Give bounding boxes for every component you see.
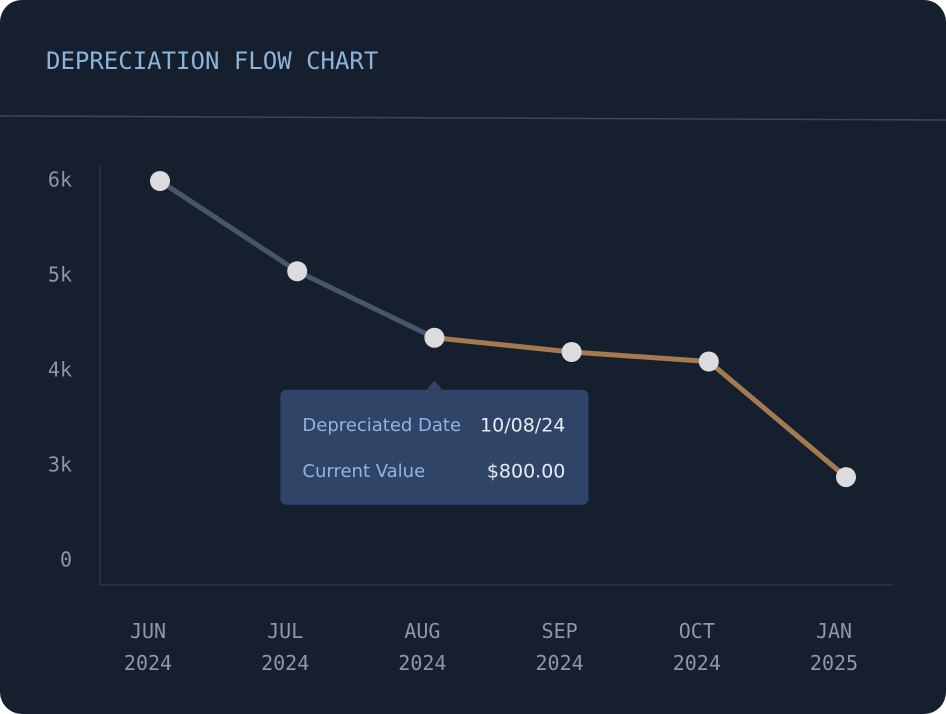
point <box>561 342 582 362</box>
tooltip-value: 10/08/24 <box>480 414 565 436</box>
x-tick-label: AUG 2024 <box>398 619 447 675</box>
tooltip-label: Current Value <box>302 461 425 482</box>
x-tick-label: JAN 2025 <box>809 619 859 675</box>
x-tick-label: JUN 2024 <box>123 619 173 675</box>
tooltip-label: Depreciated Date <box>302 415 461 436</box>
point <box>150 171 170 191</box>
y-tick-label: 0 <box>60 548 72 572</box>
line-highlight <box>434 335 848 479</box>
point <box>698 351 719 372</box>
tooltip: Depreciated Date 10/08/24 Current Value $80… <box>280 380 589 505</box>
divider <box>0 115 946 121</box>
line <box>158 178 436 340</box>
x-tick-label: OCT 2024 <box>672 619 721 675</box>
y-tick-label: 3k <box>48 453 72 477</box>
chart-title: DEPRECIATION FLOW CHART <box>46 47 378 75</box>
x-tick-label: SEP 2024 <box>535 619 584 675</box>
y-tick-label: 6k <box>48 168 72 192</box>
tooltip-arrow <box>426 380 443 390</box>
tooltip-value: $800.00 <box>487 460 566 482</box>
y-tick-label: 5k <box>48 263 72 287</box>
point <box>424 327 445 348</box>
tooltip-box <box>280 389 589 505</box>
x-tick-label: JUL 2024 <box>261 619 310 675</box>
point <box>287 261 308 282</box>
y-tick-label: 4k <box>48 358 72 382</box>
point <box>836 467 856 488</box>
